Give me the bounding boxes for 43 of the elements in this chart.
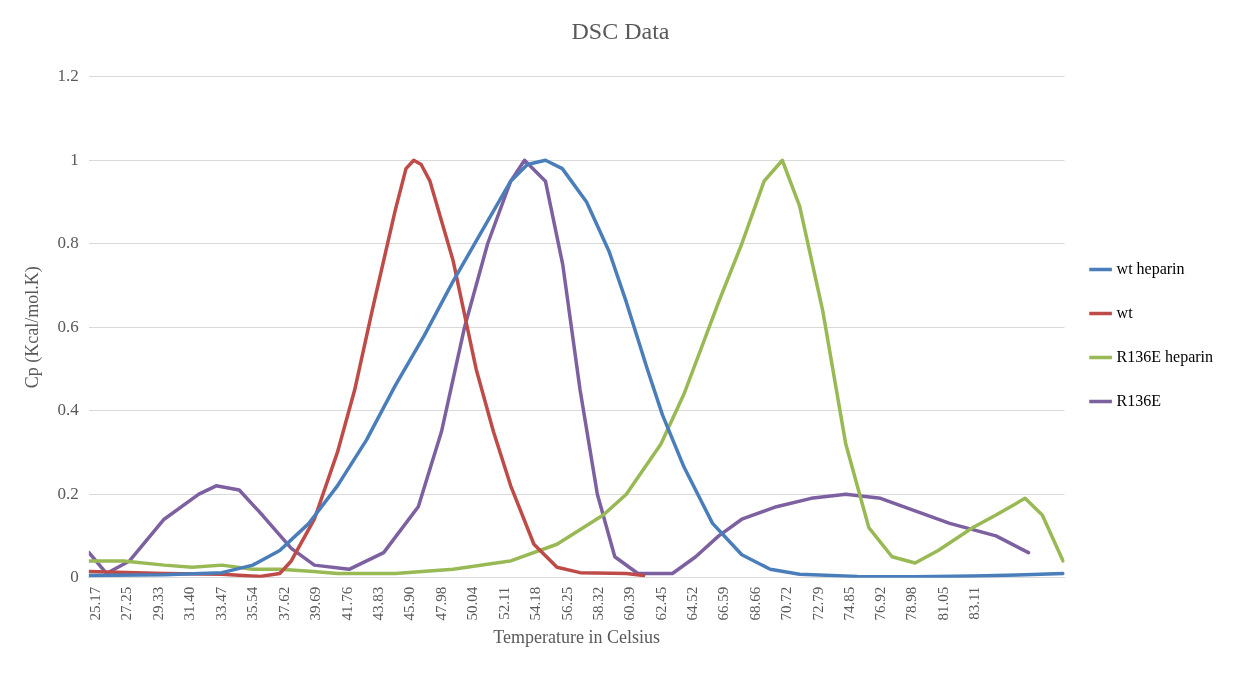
x-tick-label: 54.18: [527, 586, 544, 621]
x-tick-label: 64.52: [684, 586, 701, 621]
x-tick-label: 25.17: [86, 586, 103, 621]
x-tick-label: 29.33: [150, 586, 167, 621]
x-tick-label: 68.66: [746, 586, 763, 621]
x-tick-label: 27.25: [118, 586, 135, 621]
x-tick-label: 76.92: [872, 586, 889, 621]
legend-label: R136E heparin: [1116, 347, 1213, 366]
x-tick-label: 70.72: [778, 586, 795, 621]
x-tick-label: 37.62: [275, 586, 292, 621]
legend-label: wt: [1116, 303, 1134, 321]
x-tick-label: 62.45: [652, 586, 669, 621]
x-tick-label: 56.25: [558, 586, 575, 621]
y-tick-label: 0.8: [57, 233, 79, 253]
y-tick-label: 0: [70, 567, 79, 587]
x-tick-label: 35.54: [244, 586, 261, 621]
y-tick-label: 1: [70, 149, 79, 169]
x-tick-label: 50.04: [464, 586, 481, 621]
chart-title: DSC Data: [571, 17, 670, 44]
x-tick-label: 60.39: [621, 586, 638, 621]
x-tick-label: 66.59: [715, 586, 732, 621]
x-tick-label: 41.76: [338, 586, 355, 621]
legend-label: wt heparin: [1116, 259, 1185, 278]
x-tick-label: 81.05: [934, 586, 951, 621]
x-axis-title: Temperature in Celsius: [493, 626, 661, 647]
x-tick-label: 33.47: [212, 586, 229, 621]
y-tick-label: 0.2: [57, 483, 79, 503]
x-tick-label: 47.98: [433, 586, 450, 621]
x-tick-label: 72.79: [809, 586, 826, 621]
x-tick-label: 58.32: [589, 586, 606, 621]
x-tick-label: 31.40: [181, 586, 198, 621]
x-tick-label: 83.11: [966, 586, 983, 620]
legend-label: R136E: [1116, 391, 1162, 409]
x-tick-label: 74.85: [840, 586, 857, 621]
x-tick-label: 45.90: [401, 586, 418, 621]
y-axis-title: Cp (Kcal/mol.K): [21, 266, 43, 389]
x-tick-label: 52.11: [495, 586, 512, 620]
x-tick-label: 78.98: [903, 586, 920, 621]
x-tick-label: 39.69: [307, 586, 324, 621]
y-tick-label: 0.4: [57, 400, 80, 420]
x-tick-label: 43.83: [370, 586, 387, 621]
y-tick-label: 1.2: [57, 66, 79, 86]
y-tick-label: 0.6: [57, 316, 79, 336]
